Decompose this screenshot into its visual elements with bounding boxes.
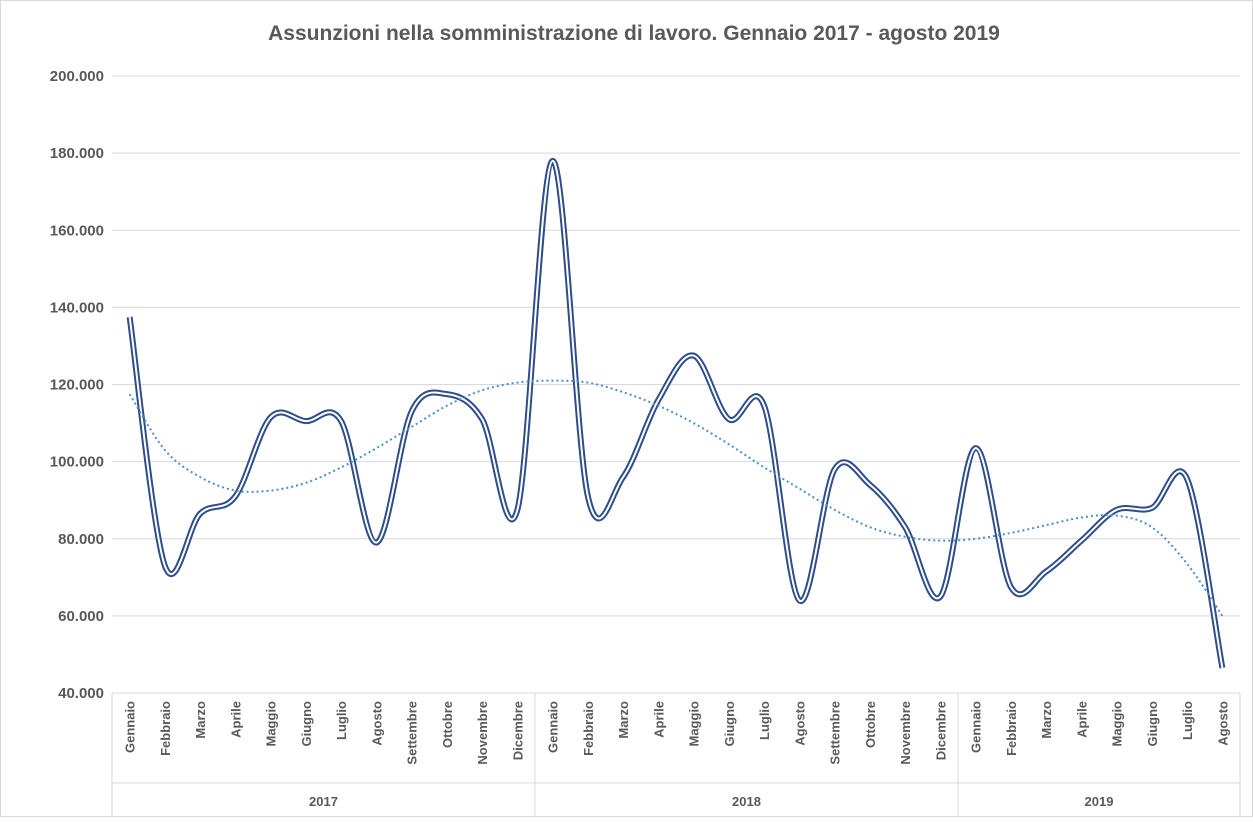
y-tick-label: 80.000 [58, 531, 104, 548]
x-tick-label: Gennaio [546, 701, 561, 753]
y-tick-label: 180.000 [50, 145, 104, 162]
x-tick-label: Maggio [1110, 701, 1125, 747]
y-tick-label: 160.000 [50, 222, 104, 239]
x-tick-label: Marzo [1039, 701, 1054, 739]
group-label: 2017 [309, 794, 338, 809]
x-tick-label: Aprile [228, 701, 243, 738]
x-tick-label: Ottobre [440, 701, 455, 748]
group-label: 2018 [732, 794, 761, 809]
x-tick-label: Novembre [898, 701, 913, 765]
x-tick-label: Gennaio [123, 701, 138, 753]
y-tick-label: 120.000 [50, 377, 104, 394]
x-tick-label: Luglio [334, 701, 349, 740]
x-tick-label: Giugno [299, 701, 314, 747]
x-tick-label: Febbraio [158, 701, 173, 756]
y-tick-label: 40.000 [58, 685, 104, 702]
chart-title: Assunzioni nella somministrazione di lav… [268, 22, 1000, 45]
x-tick-label: Ottobre [863, 701, 878, 748]
x-tick-label: Settembre [405, 701, 420, 765]
x-tick-label: Luglio [1180, 701, 1195, 740]
x-tick-label: Giugno [1145, 701, 1160, 747]
x-tick-label: Gennaio [969, 701, 984, 753]
y-tick-label: 200.000 [50, 68, 104, 85]
x-tick-label: Giugno [722, 701, 737, 747]
group-label: 2019 [1085, 794, 1114, 809]
series-line-inner [128, 159, 1224, 669]
y-tick-label: 140.000 [50, 299, 104, 316]
x-tick-label: Novembre [475, 701, 490, 765]
x-tick-label: Maggio [264, 701, 279, 747]
x-tick-label: Agosto [792, 701, 807, 746]
x-tick-label: Luglio [757, 701, 772, 740]
x-tick-label: Marzo [616, 701, 631, 739]
x-tick-label: Agosto [1215, 701, 1230, 746]
x-tick-label: Dicembre [933, 701, 948, 760]
x-tick-label: Febbraio [581, 701, 596, 756]
x-tick-label: Marzo [193, 701, 208, 739]
x-tick-label: Settembre [828, 701, 843, 765]
x-tick-label: Maggio [687, 701, 702, 747]
trend-line [128, 379, 1224, 617]
x-tick-label: Dicembre [510, 701, 525, 760]
x-tick-label: Febbraio [1004, 701, 1019, 756]
x-tick-label: Aprile [1074, 701, 1089, 738]
y-tick-label: 60.000 [58, 608, 104, 625]
y-tick-label: 100.000 [50, 454, 104, 471]
x-tick-label: Agosto [369, 701, 384, 746]
x-tick-label: Aprile [651, 701, 666, 738]
